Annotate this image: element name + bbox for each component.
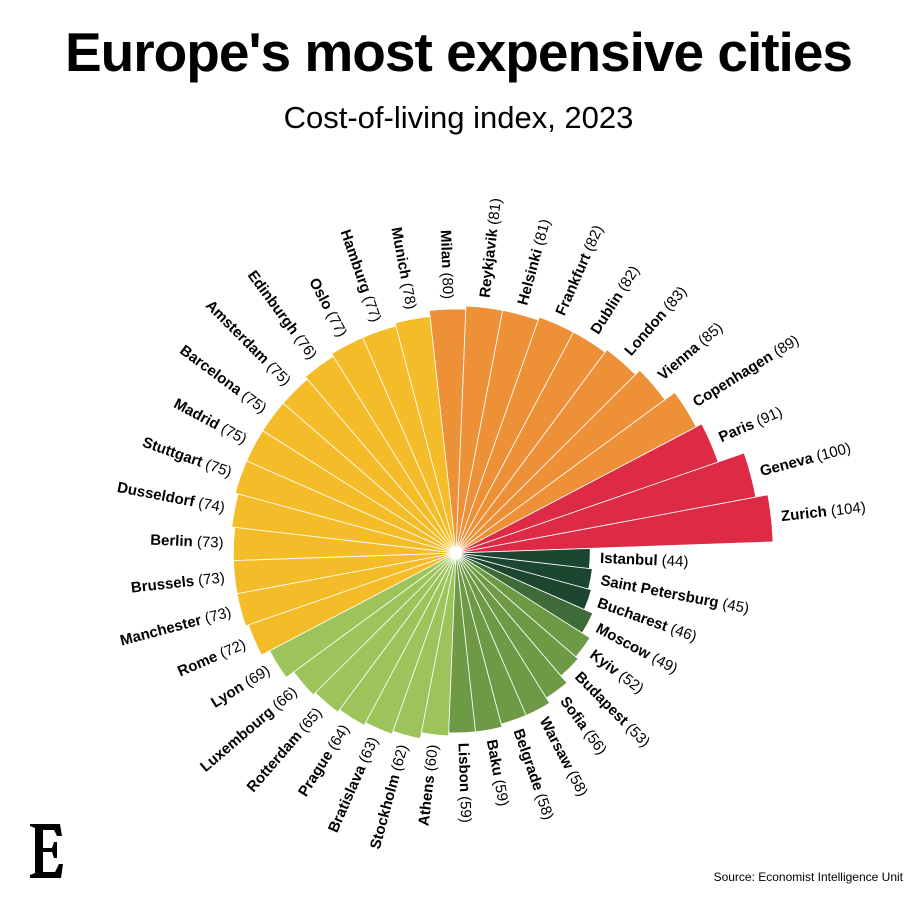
label-madrid: Madrid (75) [171,395,250,448]
chart-title: Europe's most expensive cities [64,21,853,83]
center-hub [450,547,462,559]
bar-paris [455,423,719,554]
label-hamburg: Hamburg (77) [337,227,385,324]
bar-edinburgh [304,355,457,554]
bar-frankfurt [455,316,574,554]
bar-athens [420,552,457,737]
label-rome: Rome (72) [175,636,248,680]
economist-logo [30,824,63,878]
label-dublin: Dublin (82) [587,263,643,338]
label-stuttgart: Stuttgart (75) [140,434,234,481]
label-berlin: Berlin (73) [150,532,224,552]
bar-geneva [455,452,757,554]
bar-munich [394,316,457,554]
bar-milan [428,308,467,554]
label-reykjavik: Reykjavik (81) [477,197,505,298]
bar-rotterdam [314,552,457,713]
bar-rome [247,552,457,656]
label-oslo: Oslo (77) [305,275,350,340]
label-dusseldorf: Dusseldorf (74) [116,479,226,516]
bar-vienna [455,369,666,554]
chart-subtitle: Cost-of-living index, 2023 [283,100,634,135]
bar-stuttgart [234,460,457,554]
bar-bucharest [455,552,592,611]
label-brussels: Brussels (73) [130,569,226,596]
bar-moscow [455,552,594,634]
label-vienna: Vienna (85) [655,319,727,384]
label-lyon: Lyon (69) [208,662,273,711]
bar-lyon [269,552,457,678]
bar-luxembourg [293,552,457,696]
bar-prague [339,552,457,726]
source-note: Source: Economist Intelligence Unit [713,870,903,884]
bars-group [231,305,774,740]
label-paris: Paris (91) [716,404,785,446]
label-munich: Munich (78) [387,226,419,311]
bar-stockholm [392,552,457,740]
bar-saint-petersburg [455,552,593,590]
bar-budapest [455,552,579,677]
label-istanbul: Istanbul (44) [600,550,689,571]
label-geneva: Geneva (100) [758,440,853,480]
bar-oslo [331,336,457,554]
label-athens: Athens (60) [415,744,441,827]
label-london: London (83) [621,283,690,359]
bar-copenhagen [455,391,697,554]
bar-london [455,349,637,554]
bar-manchester [236,552,457,627]
bar-sofia [455,552,568,699]
label-baku: Baku (59) [483,738,512,808]
bar-warsaw [455,552,551,716]
bar-bratislava [365,552,457,735]
label-manchester: Manchester (73) [118,604,233,650]
label-zurich: Zurich (104) [780,499,866,525]
bar-kyiv [455,552,591,658]
label-milan: Milan (80) [437,230,456,300]
label-lisbon: Lisbon (59) [455,743,475,824]
bar-reykjavik [455,305,504,554]
bar-dusseldorf [231,493,457,554]
label-frankfurt: Frankfurt (82) [552,223,606,318]
bar-istanbul [455,548,591,569]
label-helsinki: Helsinki (81) [514,217,554,307]
